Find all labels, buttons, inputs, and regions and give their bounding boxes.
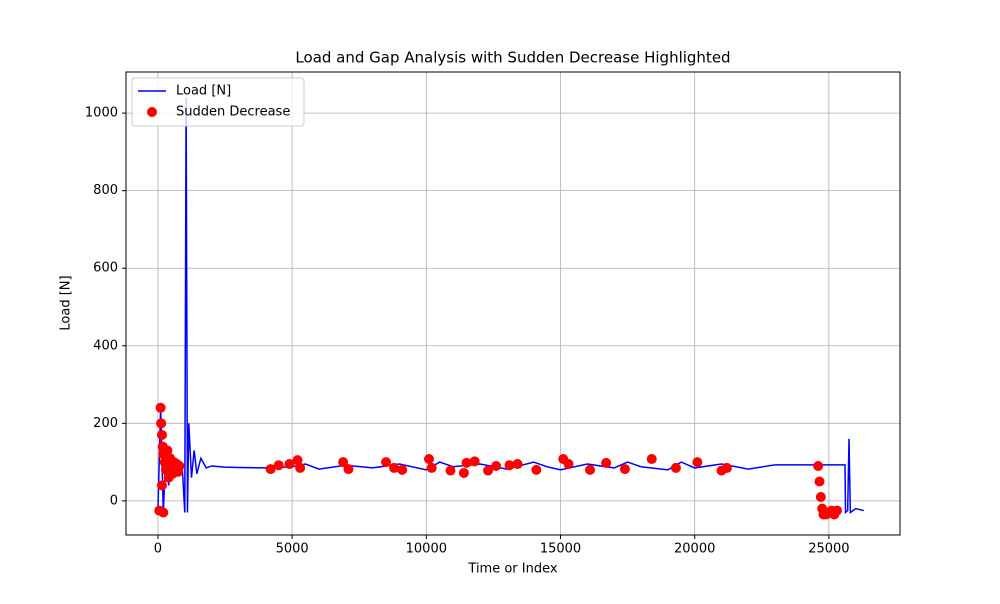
scatter-point — [156, 418, 167, 429]
scatter-point — [265, 464, 276, 475]
scatter-point — [397, 464, 408, 475]
y-tick-label: 0 — [110, 493, 118, 508]
x-axis-label: Time or Index — [467, 562, 557, 577]
scatter-point — [423, 453, 434, 464]
scatter-point — [389, 462, 400, 473]
chart-title: Load and Gap Analysis with Sudden Decrea… — [295, 49, 730, 67]
x-tick-label: 10000 — [406, 542, 447, 557]
scatter-point — [646, 453, 657, 464]
x-tick-label: 5000 — [276, 542, 309, 557]
scatter-point — [295, 462, 306, 473]
scatter-point — [156, 480, 167, 491]
scatter-point — [692, 457, 703, 468]
y-axis-label: Load [N] — [59, 275, 74, 330]
scatter-point — [813, 460, 824, 471]
scatter-point — [445, 465, 456, 476]
scatter-point — [155, 402, 166, 413]
scatter-point — [619, 464, 630, 475]
x-tick-label: 15000 — [540, 542, 581, 557]
x-tick-label: 0 — [154, 542, 162, 557]
scatter-point — [483, 465, 494, 476]
scatter-point — [585, 464, 596, 475]
scatter-point — [461, 457, 472, 468]
y-tick-label: 600 — [93, 261, 118, 276]
x-tick-label: 20000 — [674, 542, 715, 557]
scatter-point — [162, 445, 173, 456]
scatter-point — [831, 505, 842, 516]
scatter-point — [670, 462, 681, 473]
scatter-point — [512, 459, 523, 470]
scatter-point — [458, 467, 469, 478]
scatter-point — [381, 457, 392, 468]
scatter-point — [292, 455, 303, 466]
scatter-point — [815, 491, 826, 502]
legend-label: Load [N] — [176, 84, 231, 99]
scatter-point — [563, 459, 574, 470]
plot-area — [154, 97, 864, 520]
scatter-point — [531, 464, 542, 475]
legend-swatch — [147, 107, 157, 117]
axes-frame — [125, 71, 901, 536]
scatter-point — [504, 460, 515, 471]
scatter-point — [469, 456, 480, 467]
scatter-point — [273, 460, 284, 471]
scatter-point — [174, 460, 185, 471]
scatter-point — [721, 462, 732, 473]
scatter-point — [491, 460, 502, 471]
scatter-point — [284, 459, 295, 470]
y-tick-label: 1000 — [85, 106, 118, 121]
scatter-point — [156, 429, 167, 440]
legend-box — [131, 77, 305, 127]
scatter-point — [426, 462, 437, 473]
y-tick-label: 400 — [93, 338, 118, 353]
x-tick-label: 25000 — [808, 542, 849, 557]
y-tick-label: 200 — [93, 416, 118, 431]
scatter-point — [158, 507, 169, 518]
scatter-point — [343, 464, 354, 475]
scatter-point — [338, 457, 349, 468]
scatter-point — [814, 476, 825, 487]
y-tick-label: 800 — [93, 183, 118, 198]
scatter-point — [601, 457, 612, 468]
legend-label: Sudden Decrease — [176, 105, 290, 120]
